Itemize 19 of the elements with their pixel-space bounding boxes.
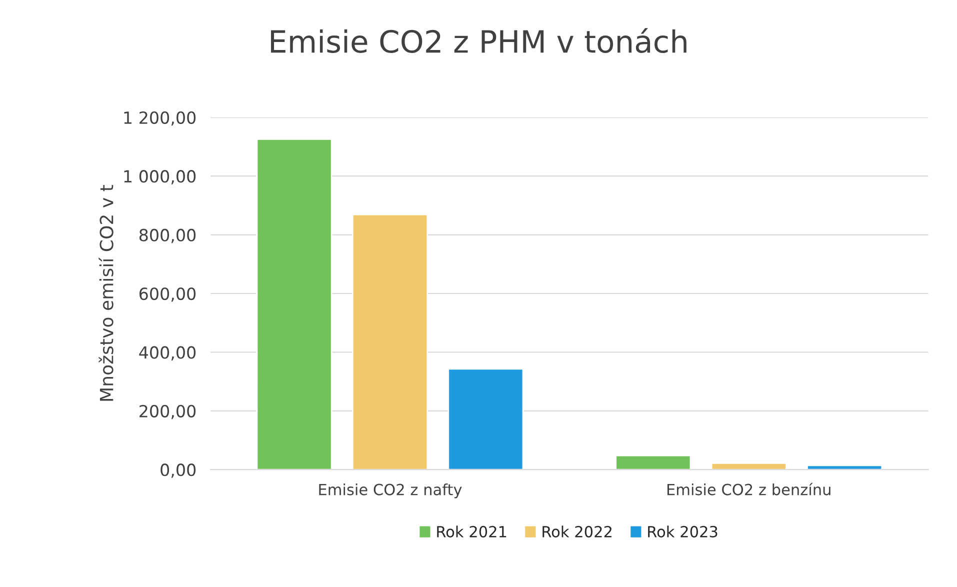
legend-label: Rok 2021	[437, 526, 506, 538]
y-axis-title: Množstvo emisií CO2 v t	[98, 184, 114, 401]
y-tick-label: 400,00	[139, 346, 196, 360]
legend-label: Rok 2023	[648, 526, 718, 538]
y-tick-label: 1 000,00	[124, 170, 196, 184]
x-tick-label: Emisie CO2 z benzínu	[667, 482, 830, 496]
y-tick-label: 0,00	[160, 464, 196, 478]
legend-label: Rok 2022	[542, 526, 612, 538]
y-tick-label: 1 200,00	[124, 111, 196, 126]
x-tick-label: Emisie CO2 z nafty	[319, 483, 462, 498]
chart-title: Emisie CO2 z PHM v tonách	[271, 28, 686, 53]
bar	[448, 368, 524, 470]
bar	[352, 214, 428, 470]
bar	[615, 454, 692, 470]
bar	[256, 138, 332, 470]
y-tick-label: 600,00	[139, 287, 196, 302]
y-tick-label: 200,00	[140, 404, 196, 420]
y-tick-label: 800,00	[139, 228, 196, 244]
bar	[710, 462, 787, 470]
